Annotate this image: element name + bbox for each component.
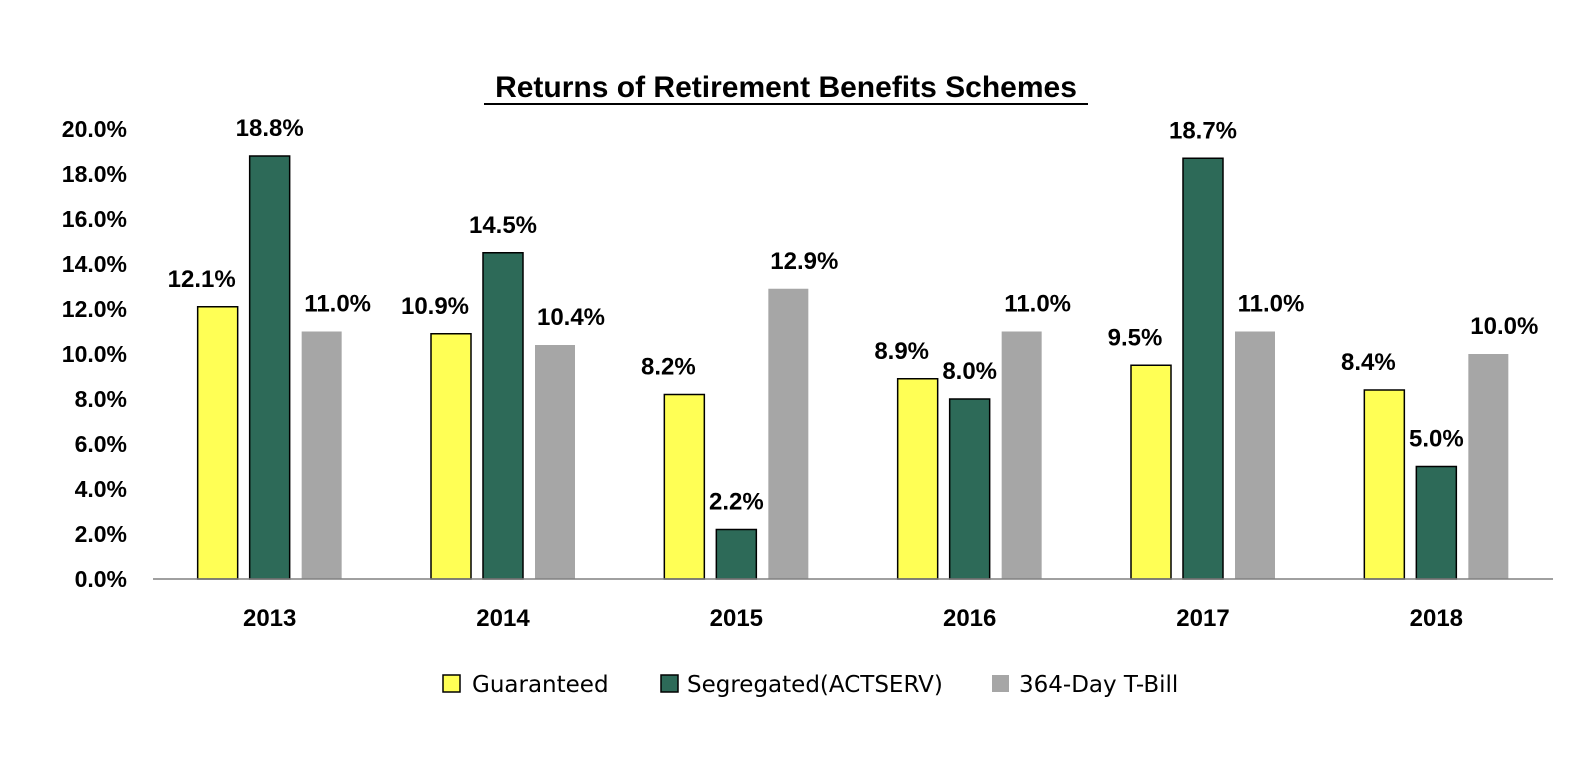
bar — [663, 393, 706, 580]
x-tick-label: 2018 — [1410, 605, 1463, 632]
bar — [896, 378, 939, 580]
bar — [1130, 364, 1172, 580]
legend-swatch — [442, 674, 461, 693]
data-label: 12.1% — [168, 266, 236, 293]
data-label: 18.8% — [236, 115, 304, 142]
bar — [1182, 157, 1224, 580]
data-label: 9.5% — [1108, 324, 1163, 351]
data-label: 11.0% — [1004, 291, 1071, 318]
legend-label: Guaranteed — [472, 672, 609, 698]
data-label: 8.2% — [641, 354, 696, 381]
bar — [948, 398, 991, 580]
bar — [768, 288, 809, 579]
x-tick-label: 2016 — [943, 605, 996, 632]
bar — [1235, 331, 1275, 579]
legend-swatch — [660, 674, 679, 693]
data-label: 14.5% — [469, 212, 537, 239]
chart-title: Returns of Retirement Benefits Schemes — [495, 71, 1077, 104]
y-axis-ticks: 0.0% 2.0% 4.0% 6.0% 8.0% 10.0% 12.0% 14.0% 16.0%… — [62, 116, 127, 592]
data-label: 18.7% — [1169, 117, 1237, 144]
x-tick-label: 2017 — [1176, 605, 1229, 632]
y-tick-label: 20.0% — [62, 116, 127, 142]
bar — [715, 528, 758, 580]
legend: Guaranteed Segregated(ACTSERV) 364-Day T-B… — [442, 672, 1178, 698]
data-label: 5.0% — [1409, 426, 1464, 453]
y-tick-label: 0.0% — [75, 566, 127, 592]
bar — [1415, 465, 1458, 580]
x-tick-label: 2013 — [243, 605, 296, 632]
data-label: 10.0% — [1470, 313, 1538, 340]
legend-label: Segregated(ACTSERV) — [687, 672, 943, 698]
x-tick-label: 2015 — [710, 605, 763, 632]
y-tick-label: 10.0% — [62, 341, 127, 367]
bar — [482, 252, 524, 580]
bar — [196, 306, 239, 580]
y-tick-label: 18.0% — [62, 161, 127, 187]
y-tick-label: 12.0% — [62, 296, 127, 322]
bar — [1001, 331, 1042, 579]
data-label: 12.9% — [770, 248, 838, 275]
data-label: 11.0% — [304, 291, 371, 318]
data-labels-group: 12.1% 18.8% 11.0% 10.9% 14.5% 10.4% 8.2% 2.2% 12… — [168, 115, 1539, 516]
x-axis-labels: 2013 2014 2015 2016 2017 2018 — [243, 605, 1463, 632]
y-tick-label: 6.0% — [75, 431, 127, 457]
data-label: 8.9% — [874, 338, 929, 365]
bar — [535, 345, 575, 579]
data-label: 10.4% — [537, 304, 605, 331]
x-tick-label: 2014 — [476, 605, 530, 632]
y-tick-label: 16.0% — [62, 206, 127, 232]
legend-swatch — [992, 675, 1009, 692]
data-label: 10.9% — [401, 293, 469, 320]
legend-label: 364-Day T-Bill — [1019, 672, 1178, 698]
bar — [301, 331, 342, 579]
y-tick-label: 8.0% — [75, 386, 127, 412]
bars-group — [196, 155, 1509, 580]
data-label: 8.0% — [942, 358, 997, 385]
y-tick-label: 14.0% — [62, 251, 127, 277]
bar — [1468, 354, 1509, 579]
bar — [248, 155, 291, 580]
data-label: 8.4% — [1341, 349, 1396, 376]
data-label: 2.2% — [709, 489, 764, 516]
y-tick-label: 2.0% — [75, 521, 127, 547]
bar — [430, 333, 472, 580]
y-tick-label: 4.0% — [75, 476, 127, 502]
data-label: 11.0% — [1238, 291, 1305, 318]
bar — [1363, 389, 1406, 580]
